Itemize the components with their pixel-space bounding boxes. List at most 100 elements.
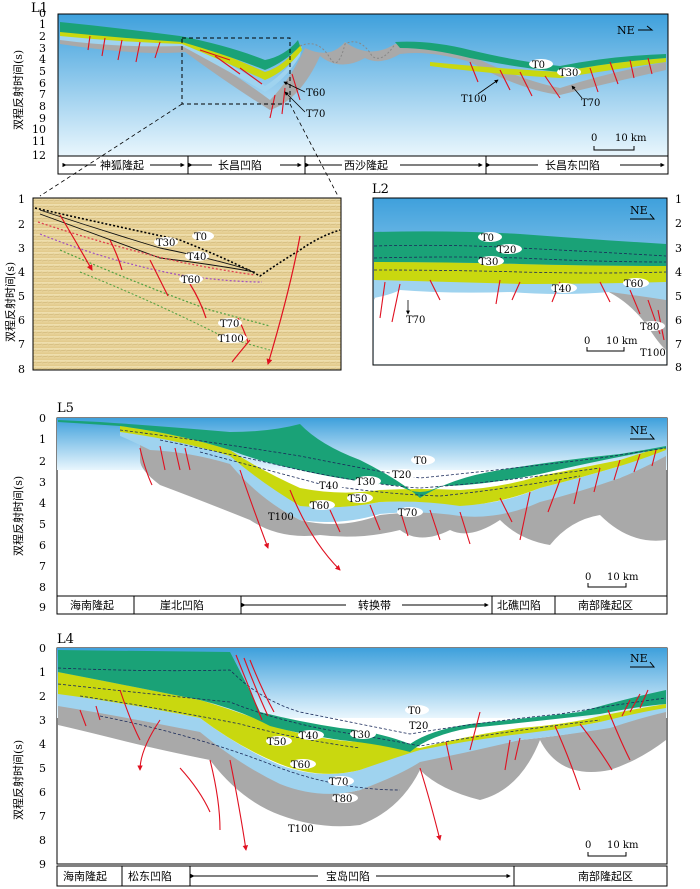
l1-yaxis-title: 双程反射时间(s) <box>11 50 25 130</box>
l4-yellow <box>58 672 666 774</box>
l2-label-bg <box>478 232 502 242</box>
l5-scale-zero: 0 <box>585 572 591 583</box>
l1-horizon-t100: T100 <box>461 94 487 105</box>
l2-horizon-t80: T80 <box>640 322 659 333</box>
l5-horizon-t0: T0 <box>414 456 427 467</box>
l1-tick: 1 <box>39 18 46 31</box>
l4-label-bg <box>332 793 358 803</box>
l5-horizon-t20: T20 <box>392 470 411 481</box>
detail-label-bg <box>218 318 242 328</box>
l1-horizon-t70b: T70 <box>581 98 600 109</box>
l1-region-bar <box>57 155 669 175</box>
l1-zoom-line-left <box>39 103 183 197</box>
panel-l1: L1 0 1 2 3 4 5 6 <box>11 1 669 197</box>
l5-green <box>58 420 666 498</box>
l4-label-bg <box>298 730 324 740</box>
l1-arrow <box>284 91 306 113</box>
l4-horizon-t30: T30 <box>351 730 370 741</box>
l4-tick: 1 <box>39 666 46 679</box>
l4-label-bg <box>350 729 376 739</box>
l4-horizon-t80: T80 <box>333 794 352 805</box>
l4-region-dividers <box>121 866 515 886</box>
l1-scale-label: 10 km <box>615 133 647 144</box>
l2-tick: 7 <box>675 338 682 351</box>
detail-horizon-t0: T0 <box>194 232 207 243</box>
l5-label-bg <box>347 493 373 503</box>
detail-t40 <box>37 221 256 276</box>
l2-tick: 5 <box>675 290 682 303</box>
l2-direction-arrow <box>630 213 656 220</box>
l5-region-hainan: 海南隆起 <box>70 598 114 612</box>
l1-label-bg <box>529 59 553 69</box>
l4-label-bg <box>328 776 354 786</box>
l5-region-transfer: 转换带 <box>358 598 391 612</box>
l5-label-bg <box>355 476 381 486</box>
l1-region-dividers <box>187 156 487 174</box>
l1-tick: 5 <box>39 65 46 78</box>
l5-direction: NE <box>630 424 648 437</box>
l1-tick: 3 <box>39 42 46 55</box>
l5-labels: T0 T20 T30 T40 T50 T60 T70 T100 <box>268 455 435 523</box>
l4-green <box>58 650 666 752</box>
detail-labels: T0 T30 T40 T60 T70 T100 <box>154 231 247 345</box>
l5-horizon-t30: T30 <box>356 477 375 488</box>
l5-tick: 8 <box>39 581 46 594</box>
l4-region-south: 南部隆起区 <box>578 869 633 883</box>
panel-l1-title: L1 <box>31 1 48 16</box>
l5-yellow <box>120 426 666 508</box>
l1-scale-zero: 0 <box>591 133 597 144</box>
l5-region-bar <box>56 595 668 615</box>
detail-yaxis: 1 2 3 4 5 6 7 8 <box>18 193 25 376</box>
l1-tick: 8 <box>39 100 46 113</box>
l1-region-xisha: 西沙隆起 <box>344 158 388 172</box>
detail-yaxis-title: 双程反射时间(s) <box>3 262 17 342</box>
l1-tick: 0 <box>39 7 46 20</box>
l4-tick: 9 <box>39 858 46 871</box>
l4-horizon-t50: T50 <box>267 737 286 748</box>
l5-region-beijiao: 北礁凹陷 <box>497 598 541 612</box>
l1-seafloor <box>299 41 396 64</box>
l1-tick: 11 <box>32 135 46 148</box>
detail-label-bg <box>217 333 247 343</box>
l2-horizon-t60: T60 <box>624 279 643 290</box>
detail-tick: 4 <box>18 266 25 279</box>
l5-scale-bar <box>587 583 627 588</box>
l5-tick: 4 <box>39 497 46 510</box>
l2-yellow <box>374 262 666 284</box>
l5-tick: 9 <box>39 601 46 614</box>
l2-tick: 2 <box>675 217 682 230</box>
l5-faults <box>139 445 657 571</box>
l2-scale-bar <box>586 347 625 352</box>
panel-detail: T0 T30 T40 T60 T70 T100 1 2 3 4 5 6 7 8 … <box>3 193 342 376</box>
l4-tick: 6 <box>39 786 46 799</box>
l1-region-changchang-east: 长昌东凹陷 <box>545 158 600 172</box>
l4-scale-zero: 0 <box>585 840 591 851</box>
l1-horizon-t70: T70 <box>306 109 325 120</box>
l4-tick: 2 <box>39 690 46 703</box>
l1-tick: 4 <box>39 53 46 66</box>
l1-green <box>60 22 300 70</box>
l5-horizon-t40: T40 <box>319 481 338 492</box>
l2-yaxis: 1 2 3 4 5 6 7 8 <box>675 193 682 374</box>
detail-label-bg <box>192 231 214 241</box>
detail-horizon-t60: T60 <box>181 275 200 286</box>
detail-t100 <box>79 271 271 351</box>
l4-yaxis: 0 1 2 3 4 5 6 7 8 9 <box>39 642 46 871</box>
l2-scale-label: 10 km <box>606 336 638 347</box>
l4-tick: 5 <box>39 762 46 775</box>
l4-horizon-lines <box>57 667 667 791</box>
detail-tick: 7 <box>18 338 25 351</box>
l5-horizon-t60: T60 <box>310 501 329 512</box>
l5-yaxis-title: 双程反射时间(s) <box>11 476 25 556</box>
l1-yellow-east <box>430 58 666 78</box>
l1-scale-bar <box>593 146 635 151</box>
l4-horizon-t70: T70 <box>329 777 348 788</box>
l5-horizon-lines <box>119 429 667 497</box>
l4-lightblue <box>58 692 666 794</box>
l4-tick: 0 <box>39 642 46 655</box>
l2-label-bg <box>623 278 649 288</box>
l4-horizon-t60: T60 <box>291 760 310 771</box>
l2-labels: T0 T20 T30 T40 T60 T80 T100 T70 <box>406 232 666 359</box>
detail-label-bg <box>154 237 178 247</box>
